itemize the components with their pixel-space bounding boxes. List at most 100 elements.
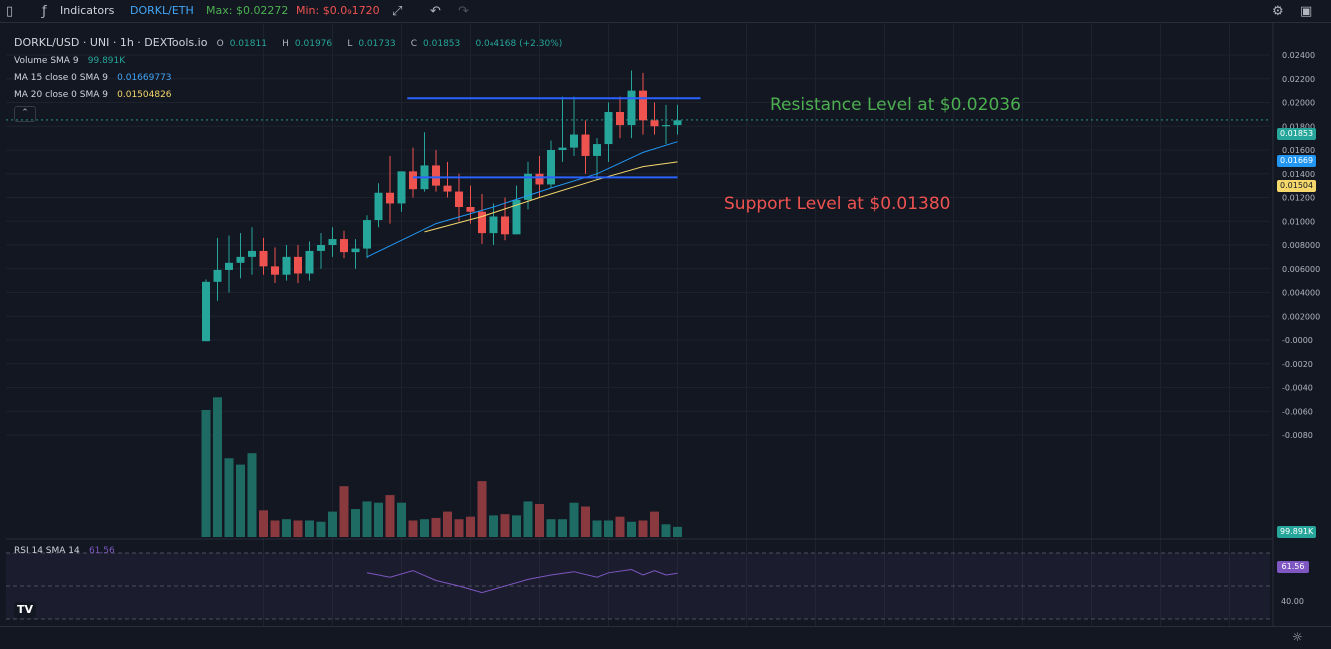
candle-body [213, 269, 222, 282]
close-value: 0.01853 [423, 39, 461, 49]
y-tick-label: 0.002000 [1282, 312, 1320, 321]
volume-bar [650, 511, 659, 537]
candle-body [593, 144, 601, 156]
tradingview-logo[interactable]: TV [14, 602, 36, 618]
candle-body [236, 256, 245, 263]
y-tick-label: 0.02200 [1282, 75, 1315, 84]
volume-bar [477, 481, 487, 537]
volume-bar [466, 516, 475, 537]
volume-label[interactable]: Volume SMA 9 [14, 56, 79, 66]
top-toolbar: ▯ ƒ Indicators DORKL/ETH Max: $0.02272 M… [0, 0, 1331, 23]
symbol-title[interactable]: DORKL/USD · UNI · 1h · DEXTools.io [14, 36, 208, 49]
volume-bar [259, 510, 268, 537]
moving-averages [366, 141, 678, 258]
candle-body [351, 248, 360, 253]
candle-body [340, 239, 348, 253]
y-tick-label: -0.0060 [1282, 407, 1313, 416]
y-tick-label: 0.01400 [1282, 170, 1315, 179]
volume-bar [500, 514, 510, 537]
open-key: O [216, 39, 224, 49]
volume-bar [328, 511, 337, 537]
candle-body [443, 185, 452, 192]
y-tick-label: 0.004000 [1282, 289, 1320, 298]
settings-icon[interactable]: ⚙ [1272, 4, 1284, 19]
ma20-price-label: 0.01504 [1277, 180, 1317, 192]
y-tick-label: 0.01200 [1282, 194, 1315, 203]
volume-bar [213, 397, 222, 537]
candle-body [271, 266, 279, 275]
undo-icon[interactable]: ↶ [430, 4, 441, 19]
fx-icon[interactable]: ƒ [42, 4, 47, 19]
rsi-tick-label: 40.00 [1281, 597, 1304, 606]
collapse-legend-button[interactable]: ⌃ [14, 106, 36, 122]
y-axis: 0.02400 0.02200 0.02000 0.01800 0.01600 0.014… [1272, 22, 1320, 626]
ma20-label[interactable]: MA 20 close 0 SMA 9 [14, 90, 108, 100]
ma15-line [366, 141, 678, 258]
close-key: C [410, 39, 418, 49]
candle-body [374, 192, 383, 221]
candle-body [604, 112, 613, 145]
rsi-line [366, 568, 678, 594]
candle-body [397, 171, 406, 204]
y-tick-label: -0.0040 [1282, 384, 1313, 393]
volume-bar [374, 502, 383, 537]
low-key: L [347, 39, 353, 49]
candle-body [489, 216, 498, 234]
candle-body [627, 90, 636, 126]
redo-icon[interactable]: ↷ [458, 4, 469, 19]
volume-bar [535, 503, 544, 537]
candle-body [225, 262, 233, 270]
y-tick-label: 0.02000 [1282, 99, 1315, 108]
candle-body [294, 256, 302, 274]
volume-bar [282, 519, 291, 537]
low-value: 0.01733 [358, 39, 396, 49]
grid [6, 22, 1270, 626]
bar-chart-icon[interactable]: ▯ [6, 4, 14, 19]
price-chart[interactable]: 0.02400 0.02200 0.02000 0.01800 0.01600 0.014… [0, 22, 1331, 626]
ma15-label[interactable]: MA 15 close 0 SMA 9 [14, 73, 108, 83]
ohlc-legend: DORKL/USD · UNI · 1h · DEXTools.io O 0.01… [14, 36, 568, 49]
volume-bar [661, 524, 671, 537]
support-label[interactable]: Support Level at $0.01380 [724, 194, 951, 214]
candle-body [466, 207, 475, 212]
candle-body [639, 90, 647, 121]
volume-bar [385, 495, 395, 537]
volume-bar [454, 519, 464, 537]
volume-bar [362, 501, 372, 537]
volume-bar [224, 458, 234, 537]
change-value: 0.0₄4168 (+2.30%) [475, 39, 563, 49]
volume-bar [512, 515, 521, 537]
y-tick-label: 0.01600 [1282, 146, 1315, 155]
volume-bar [431, 517, 441, 537]
ma20-line [424, 161, 678, 233]
candle-body [328, 239, 337, 245]
time-settings-icon[interactable]: ☼ [1292, 630, 1303, 644]
volume-bar [339, 486, 349, 537]
indicators-button[interactable]: Indicators [60, 4, 115, 17]
volume-bar [201, 410, 211, 537]
ma20-legend: MA 20 close 0 SMA 9 0.01504826 [14, 89, 178, 100]
candle-body [259, 250, 268, 267]
y-tick-label: -0.0000 [1282, 336, 1313, 345]
volume-bar [408, 520, 418, 537]
volume-bars [201, 397, 682, 537]
candle-body [501, 216, 509, 235]
y-tick-label: -0.0020 [1282, 360, 1313, 369]
rsi-label[interactable]: RSI 14 SMA 14 [14, 546, 80, 556]
pair-selector[interactable]: DORKL/ETH [130, 4, 194, 17]
ma20-value: 0.01504826 [117, 90, 172, 100]
volume-bar [569, 502, 579, 537]
camera-icon[interactable]: ▣ [1300, 4, 1313, 19]
volume-value: 99.891K [87, 56, 126, 66]
volume-bar [247, 453, 257, 537]
volume-bar [305, 520, 314, 537]
candle-body [581, 134, 590, 156]
volume-legend: Volume SMA 9 99.891K [14, 55, 131, 66]
rsi-value: 61.56 [88, 546, 115, 556]
fullscreen-icon[interactable]: ⤢ [392, 4, 403, 19]
candle-body [363, 220, 371, 249]
resistance-label[interactable]: Resistance Level at $0.02036 [770, 95, 1021, 115]
candle-body [650, 120, 659, 127]
last-price-label: 0.01853 [1277, 128, 1317, 140]
candle-body [478, 211, 486, 234]
